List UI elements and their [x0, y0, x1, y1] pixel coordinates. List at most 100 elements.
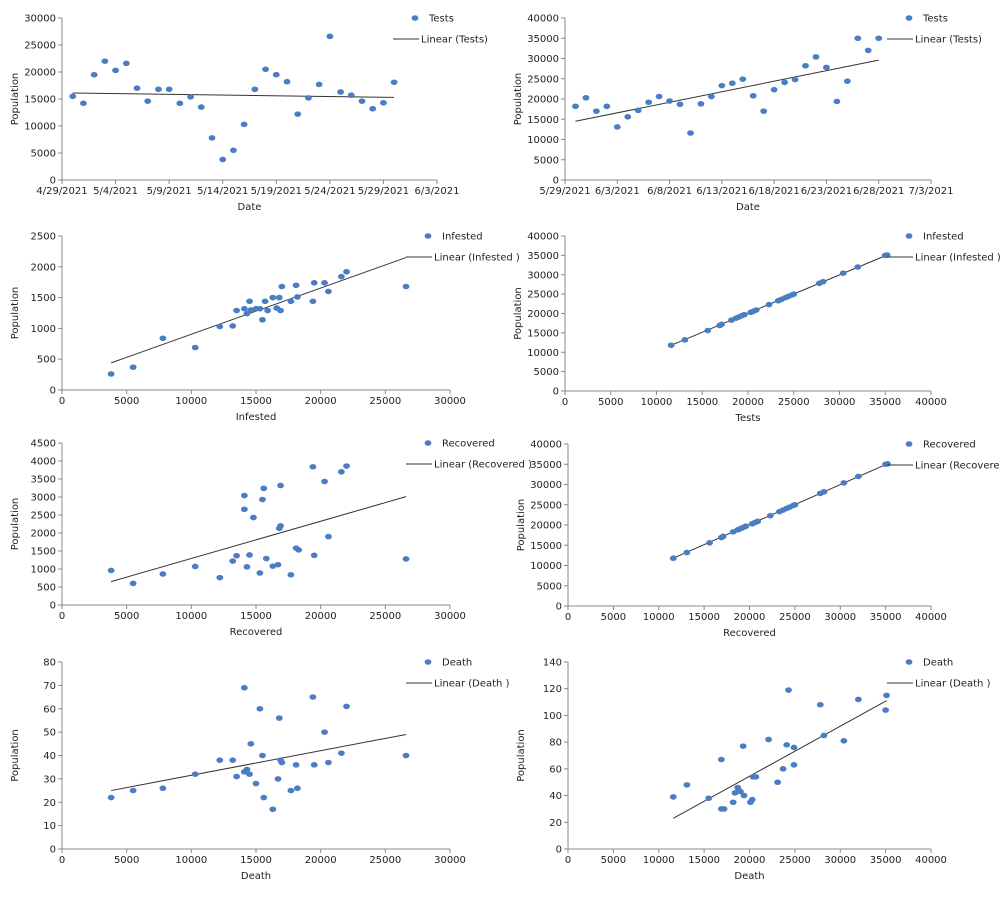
x-tick-label: 5000: [114, 396, 139, 407]
x-tick-label: 6/13/2021: [696, 186, 747, 197]
data-point: [683, 549, 691, 556]
data-point: [159, 335, 167, 342]
data-point: [107, 371, 115, 377]
data-point: [855, 473, 862, 480]
x-tick-label: 6/28/2021: [853, 186, 904, 197]
data-point: [883, 252, 891, 258]
y-tick-label: 40000: [530, 440, 562, 451]
data-point: [264, 307, 272, 314]
y-axis-label: Population: [516, 729, 527, 782]
x-tick-label: 30000: [434, 855, 466, 866]
y-tick-label: 20: [549, 818, 562, 829]
data-point: [230, 147, 237, 154]
data-point: [129, 364, 137, 371]
data-point: [247, 741, 255, 747]
data-point: [326, 33, 334, 40]
data-point: [812, 54, 820, 60]
y-tick-label: 15000: [527, 328, 559, 339]
data-point: [187, 94, 194, 100]
data-point: [293, 785, 301, 792]
legend-label-line: Linear (Tests): [421, 35, 488, 46]
data-point: [229, 558, 237, 564]
data-point: [80, 100, 87, 107]
y-axis-label: Population: [10, 498, 21, 551]
data-point: [717, 756, 725, 763]
data-point: [358, 98, 366, 104]
x-tick-label: 40000: [915, 397, 947, 408]
scatter-chart-4: 0 5000 10000 15000 20000 25000 30000 35000 40000…: [513, 232, 1000, 425]
y-tick-label: 20000: [530, 521, 562, 532]
y-tick-label: 100: [543, 711, 562, 722]
data-point: [229, 757, 237, 763]
data-point: [683, 782, 691, 788]
y-tick-label: 80: [549, 738, 562, 749]
x-tick-label: 15000: [240, 611, 272, 622]
data-point: [325, 288, 332, 295]
data-point: [247, 307, 255, 313]
data-point: [240, 121, 248, 128]
legend-marker: [424, 440, 432, 446]
y-axis-label: Population: [10, 287, 21, 340]
data-point: [309, 463, 317, 470]
data-point: [309, 694, 317, 700]
data-point: [269, 294, 277, 301]
legend-label-line: Linear (Recovered ): [915, 461, 1000, 472]
plot-area: 0 10 20 30 40 50 60 70 80 0 5000 10000 15000 20000 250…: [10, 658, 510, 883]
x-tick-label: 15000: [688, 855, 720, 866]
y-tick-label: 0: [50, 601, 56, 612]
y-tick-label: 3500: [31, 475, 56, 486]
data-point: [739, 743, 747, 749]
data-point: [197, 104, 205, 110]
x-tick-label: 25000: [369, 855, 401, 866]
data-point: [191, 344, 199, 351]
data-point: [687, 130, 694, 136]
legend-label-points: Infested: [442, 232, 483, 243]
data-point: [740, 792, 748, 799]
data-point: [309, 298, 317, 305]
legend-marker: [424, 233, 432, 239]
x-tick-label: 25000: [778, 397, 810, 408]
data-point: [233, 773, 241, 780]
data-point: [243, 310, 251, 317]
data-point: [90, 71, 98, 78]
legend-label-line: Linear (Death ): [434, 679, 510, 690]
y-axis-label: Population: [516, 499, 527, 552]
data-point: [582, 94, 590, 101]
data-point: [704, 327, 712, 334]
plot-area: 0 20 40 60 80 100 120 140 0 5000 10000 15000 20000 25…: [516, 658, 991, 883]
data-point: [272, 71, 280, 78]
trendline: [673, 700, 887, 819]
data-point: [779, 766, 787, 772]
data-point: [820, 732, 828, 739]
data-point: [283, 78, 291, 85]
x-tick-label: 25000: [369, 611, 401, 622]
y-tick-label: 35000: [527, 251, 559, 262]
data-point: [321, 729, 328, 735]
data-point: [259, 496, 266, 503]
data-point: [667, 342, 675, 349]
data-point: [240, 492, 248, 499]
trendline: [575, 59, 879, 122]
data-point: [287, 571, 295, 578]
y-tick-label: 500: [37, 583, 56, 594]
data-point: [219, 156, 227, 163]
y-tick-label: 20000: [527, 95, 559, 106]
data-point: [790, 291, 798, 297]
data-point: [603, 103, 611, 110]
y-tick-label: 35000: [527, 34, 559, 45]
x-tick-label: 30000: [824, 397, 856, 408]
x-tick-label: 40000: [915, 612, 947, 623]
x-tick-label: 15000: [240, 855, 272, 866]
x-tick-label: 30000: [824, 855, 856, 866]
data-point: [742, 523, 750, 530]
plot-area: 0 5000 10000 15000 20000 25000 30000 35000 40000…: [513, 14, 982, 214]
legend-label-points: Death: [923, 658, 953, 669]
scatter-chart-6: 0 5000 10000 15000 20000 25000 30000 35000 40000…: [516, 440, 1000, 640]
data-point: [277, 523, 284, 529]
y-tick-label: 1500: [31, 293, 56, 304]
data-point: [246, 552, 253, 558]
data-point: [287, 787, 295, 794]
data-point: [274, 776, 282, 782]
data-point: [802, 62, 809, 69]
